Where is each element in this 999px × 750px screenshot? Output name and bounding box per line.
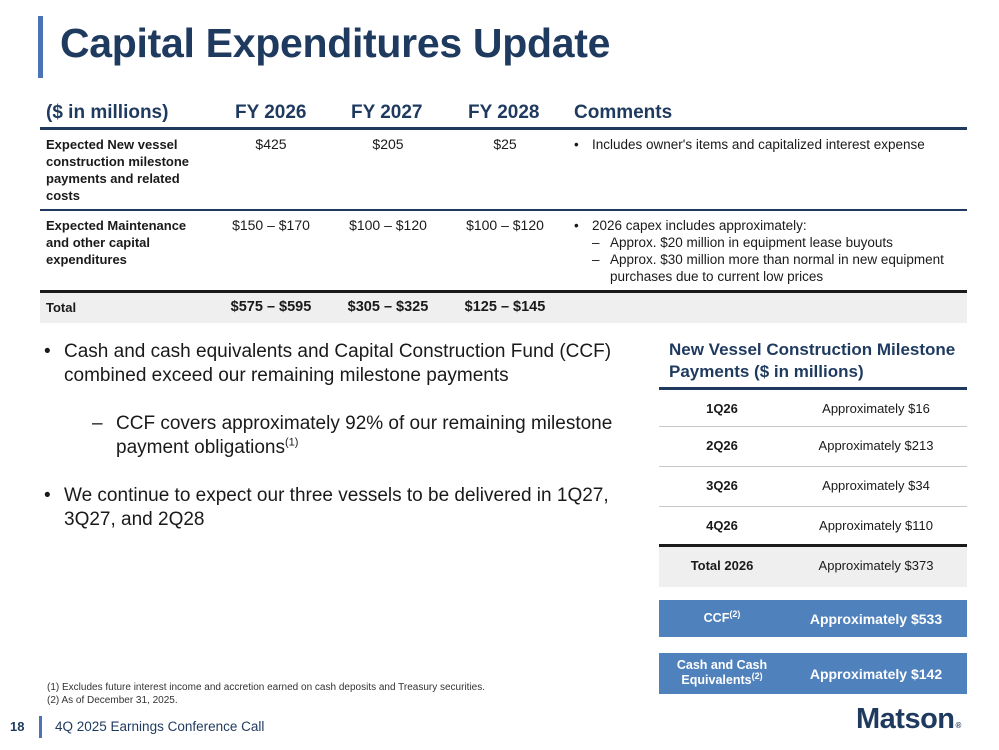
table-row: 1Q26 Approximately $16 xyxy=(659,387,967,427)
bullet-deliveries: • We continue to expect our three vessels… xyxy=(44,485,609,530)
fy2027-value: $100 – $120 xyxy=(349,217,427,233)
table-row: 4Q26 Approximately $110 xyxy=(659,507,967,547)
capex-table: ($ in millions) FY 2026 FY 2027 FY 2028 … xyxy=(40,98,967,323)
table-row-maintenance: Expected Maintenance and other capital e… xyxy=(40,211,967,293)
ccf-value: Approximately $533 xyxy=(809,611,943,627)
capex-table-header: ($ in millions) FY 2026 FY 2027 FY 2028 … xyxy=(40,98,967,130)
row-comments: • Includes owner's items and capitalized … xyxy=(574,137,925,152)
cash-value: Approximately $142 xyxy=(809,666,943,682)
milestone-table: 1Q26 Approximately $16 2Q26 Approximately … xyxy=(659,387,967,587)
ccf-label: CCF(2) xyxy=(703,608,741,625)
matson-logo: Matson® xyxy=(856,703,961,735)
footnote-2: (2) As of December 31, 2025. xyxy=(47,695,178,706)
bullet-liquidity: • Cash and cash equivalents and Capital C… xyxy=(44,341,612,386)
title-accent-bar xyxy=(38,16,43,78)
comment-text: 2026 capex includes approximately: xyxy=(592,218,807,233)
header-fy2028: FY 2028 xyxy=(468,102,540,123)
footnotes: (1) Excludes future interest income and … xyxy=(47,681,485,707)
milestone-title: New Vessel Construction Milestone Paymen… xyxy=(669,340,956,381)
bullet-ccf-coverage: – CCF covers approximately 92% of our rem… xyxy=(92,413,613,458)
footnote-ref: (1) xyxy=(285,436,299,449)
header-fy2027: FY 2027 xyxy=(351,102,423,123)
footer-divider xyxy=(39,716,42,738)
total-fy2028: $125 – $145 xyxy=(464,299,546,315)
fy2028-value: $100 – $120 xyxy=(466,217,544,233)
row-label: Expected New vessel construction milesto… xyxy=(46,137,190,203)
total-fy2027: $305 – $325 xyxy=(347,299,429,315)
table-row-new-vessel: Expected New vessel construction milesto… xyxy=(40,130,967,211)
table-row-total: Total $575 – $595 $305 – $325 $125 – $14… xyxy=(40,293,967,323)
ccf-box: CCF(2) Approximately $533 xyxy=(659,600,967,637)
header-comments: Comments xyxy=(574,102,673,123)
fy2028-value: $25 xyxy=(493,136,517,152)
sub-comment: Approx. $30 million more than normal in … xyxy=(610,252,944,284)
sub-comment: Approx. $20 million in equipment lease b… xyxy=(610,235,893,250)
cash-box: Cash and Cash Equivalents(2) Approximate… xyxy=(659,653,967,694)
footnote-1: (1) Excludes future interest income and … xyxy=(47,682,486,693)
total-fy2026: $575 – $595 xyxy=(230,299,312,315)
table-row: 2Q26 Approximately $213 xyxy=(659,427,967,467)
fy2026-value: $425 xyxy=(255,136,287,152)
milestone-total-row: Total 2026 Approximately $373 xyxy=(659,547,967,587)
total-label: Total xyxy=(46,300,77,315)
fy2026-value: $150 – $170 xyxy=(232,217,310,233)
row-label: Expected Maintenance and other capital e… xyxy=(46,218,187,267)
footer-title: 4Q 2025 Earnings Conference Call xyxy=(55,719,265,734)
header-units: ($ in millions) xyxy=(46,102,169,123)
table-row: 3Q26 Approximately $34 xyxy=(659,467,967,507)
row-comments: • 2026 capex includes approximately: – App… xyxy=(574,218,944,284)
cash-label: Cash and Cash Equivalents(2) xyxy=(676,658,768,687)
comment-text: Includes owner's items and capitalized i… xyxy=(592,137,925,152)
header-fy2026: FY 2026 xyxy=(235,102,307,123)
page-number: 18 xyxy=(10,719,25,734)
key-points: • Cash and cash equivalents and Capital C… xyxy=(44,340,644,532)
fy2027-value: $205 xyxy=(372,136,404,152)
page-title: Capital Expenditures Update xyxy=(60,20,611,66)
